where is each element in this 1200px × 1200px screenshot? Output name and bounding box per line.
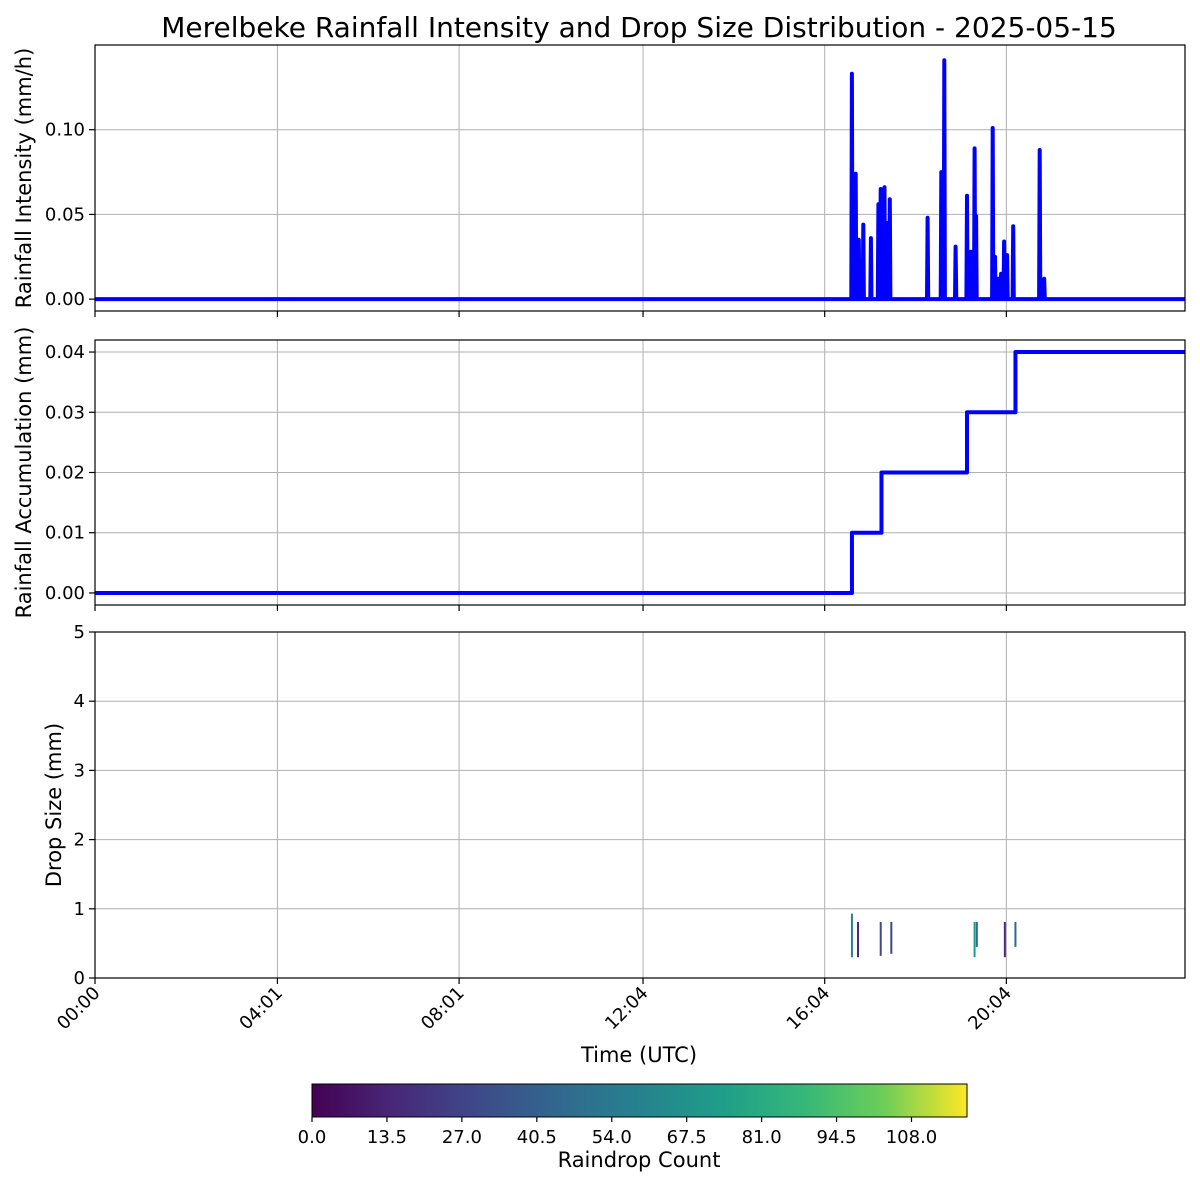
data-point: [880, 188, 882, 190]
panel-1: 0.00 0.05 0.10 Rainfall Intensity (mm/h): [12, 44, 1186, 317]
data-point: [966, 411, 968, 413]
colorbar-tick-label: 40.5: [517, 1127, 557, 1148]
data-point: [1012, 225, 1014, 227]
y-axis-label: Rainfall Intensity (mm/h): [12, 48, 36, 309]
data-point: [1043, 278, 1045, 280]
y-tick-label: 1: [74, 899, 85, 920]
colorbar-tick-label: 27.0: [442, 1127, 482, 1148]
y-tick-label: 0.01: [45, 523, 85, 544]
panel-frame: [94, 631, 1186, 979]
data-point: [880, 472, 882, 473]
x-tick-labels: 00:00 04:01 08:01 12:04 16:04 20:04: [53, 983, 1016, 1035]
data-point: [858, 239, 860, 241]
heatmap-cell: [857, 921, 859, 958]
y-tick-label: 0: [74, 968, 85, 989]
panel-3: 0 1 2 3 4 5 Drop Size (mm): [42, 622, 1186, 989]
x-tick-label: 20:04: [964, 983, 1016, 1035]
y-tick-label: 0.00: [45, 289, 85, 310]
colorbar-tick-label: 54.0: [592, 1127, 632, 1148]
chart-title: Merelbeke Rainfall Intensity and Drop Si…: [161, 11, 1117, 44]
data-point: [1014, 351, 1016, 353]
data-point: [966, 195, 968, 197]
data-point: [881, 200, 883, 202]
y-tick-label: 0.10: [45, 120, 85, 141]
data-point: [883, 186, 885, 188]
data-point: [992, 127, 994, 129]
y-axis-label: Rainfall Accumulation (mm): [12, 327, 36, 619]
data-point: [1006, 254, 1008, 256]
data-point: [994, 256, 996, 258]
data-point: [870, 237, 872, 239]
heatmap-cell: [1014, 921, 1017, 947]
data-point: [855, 173, 857, 175]
data-point: [1003, 241, 1005, 243]
data-point: [851, 532, 853, 534]
colorbar-tick-label: 94.5: [817, 1127, 857, 1148]
x-tick-label: 00:00: [53, 983, 105, 1035]
data-point: [889, 198, 891, 200]
series-line: [95, 58, 1185, 302]
data-point: [940, 171, 942, 173]
y-tick-label: 5: [74, 622, 85, 643]
data-point: [943, 59, 945, 61]
colorbar-tick-label: 67.5: [667, 1127, 707, 1148]
data-point: [1039, 149, 1041, 151]
y-tick-label: 2: [74, 830, 85, 851]
data-point: [851, 73, 853, 75]
y-tick-label: 0.02: [45, 463, 85, 484]
y-axis-label: Drop Size (mm): [42, 723, 66, 887]
panel-frame: [94, 44, 1186, 312]
y-tick-label: 0.04: [45, 342, 85, 363]
data-point: [975, 215, 977, 217]
colorbar-tick-label: 0.0: [298, 1127, 327, 1148]
heatmap-cell: [973, 921, 976, 958]
x-tick-label: 08:01: [417, 983, 469, 1035]
y-tick-label: 0.03: [45, 402, 85, 423]
series-line: [95, 350, 1185, 595]
data-point: [877, 203, 879, 205]
x-tick-label: 12:04: [601, 983, 653, 1035]
y-tick-label: 3: [74, 760, 85, 781]
y-tick-label: 0.05: [45, 204, 85, 225]
data-point: [970, 251, 972, 253]
data-point: [974, 147, 976, 149]
panel-frame: [94, 339, 1186, 606]
heatmap-cell: [850, 913, 853, 958]
colorbar-tick-label: 108.0: [886, 1127, 938, 1148]
data-point: [955, 246, 957, 248]
colorbar-tick-label: 13.5: [367, 1127, 407, 1148]
x-tick-label: 16:04: [783, 983, 835, 1035]
heatmap-cell: [890, 921, 893, 954]
heatmap-cell: [975, 921, 978, 947]
data-point: [1000, 273, 1002, 275]
colorbar-tick-label: 81.0: [742, 1127, 782, 1148]
colorbar-label: Raindrop Count: [558, 1148, 721, 1172]
x-axis-label: Time (UTC): [580, 1043, 697, 1067]
y-tick-label: 4: [74, 691, 85, 712]
panel-2: 0.00 0.01 0.02 0.03 0.04 Rainfall Accumulatio…: [12, 327, 1186, 619]
heatmap-cell: [879, 921, 882, 956]
heatmap-cell: [1003, 921, 1006, 958]
data-point: [862, 224, 864, 226]
data-point: [927, 217, 929, 219]
data-point: [997, 278, 999, 280]
data-point: [887, 222, 889, 224]
colorbar: [311, 1083, 968, 1118]
y-tick-label: 0.00: [45, 583, 85, 604]
x-tick-label: 04:01: [235, 983, 287, 1035]
